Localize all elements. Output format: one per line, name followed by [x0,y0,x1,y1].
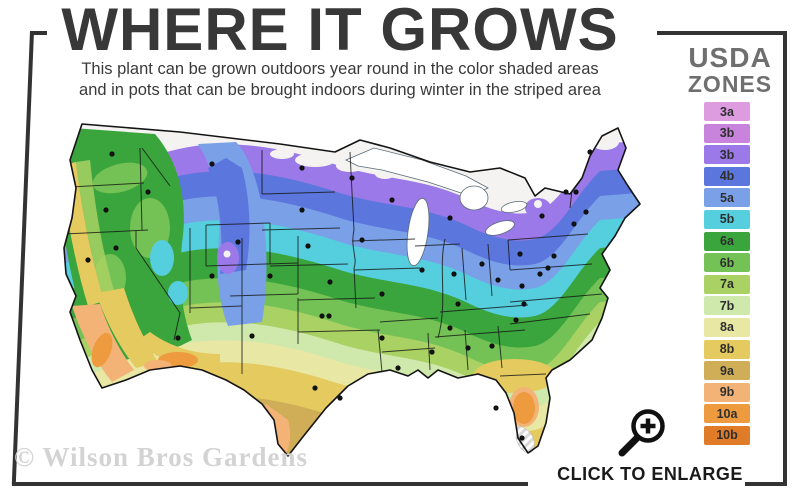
lake-erie [485,220,515,236]
legend-zone-chip: 5b [704,209,750,229]
legend-zone-chip: 9b [704,382,750,402]
legend-zone-chip: 6b [704,253,750,273]
legend-zone-chip: 3a [704,102,750,121]
legend-title: USDA ZONES [664,42,796,97]
subtitle-line-1: This plant can be grown outdoors year ro… [81,60,599,78]
page-title: WHERE IT GROWS [61,0,619,63]
magnifier-icon[interactable] [612,404,674,466]
legend-zone-chip: 10a [704,404,750,424]
city-dots [85,149,593,441]
usda-zone-map-svg [63,123,641,457]
subtitle-line-2: and in pots that can be brought indoors … [79,81,601,100]
legend-zone-chip: 7b [704,296,750,316]
legend-zone-chip: 8a [704,317,750,337]
frame-bottom-line-right [745,482,787,486]
legend-zone-chip: 6a [704,231,750,251]
lake-michigan [406,197,430,267]
legend-zone-chip: 9a [704,361,750,381]
legend-zone-chip: 3b [704,145,750,165]
page-subtitle: This plant can be grown outdoors year ro… [45,59,635,102]
usda-zone-map[interactable] [30,108,670,468]
frame-top-left-arm [30,31,47,35]
frame-right-line [783,31,787,486]
lake-ontario [500,201,528,213]
legend-zone-chip: 5a [704,188,750,208]
lake-huron [459,185,489,211]
state-borders [64,147,603,377]
legend-zone-list: 3a 3b 3b 4b 5a 5b 6a 6b 7a 7b 8a 8b 9a 9b 10a 10b [704,102,750,448]
legend-zone-chip: 3b [704,123,750,143]
click-to-enlarge-label[interactable]: CLICK TO ENLARGE [557,464,743,484]
legend-zone-chip: 8b [704,339,750,359]
legend-zone-chip: 10b [704,425,750,445]
legend-title-zones: ZONES [687,71,773,97]
legend-zone-chip: 4b [704,166,750,186]
legend-zone-chip: 7a [704,274,750,294]
map-outline [63,123,641,457]
watermark: © Wilson Bros Gardens [14,442,308,472]
click-to-enlarge[interactable]: CLICK TO ENLARGE [540,404,760,488]
frame-top-right-arm [657,31,787,35]
frame-bottom-line-left [12,482,528,486]
legend-title-usda: USDA [688,42,772,73]
great-lakes [345,147,528,267]
